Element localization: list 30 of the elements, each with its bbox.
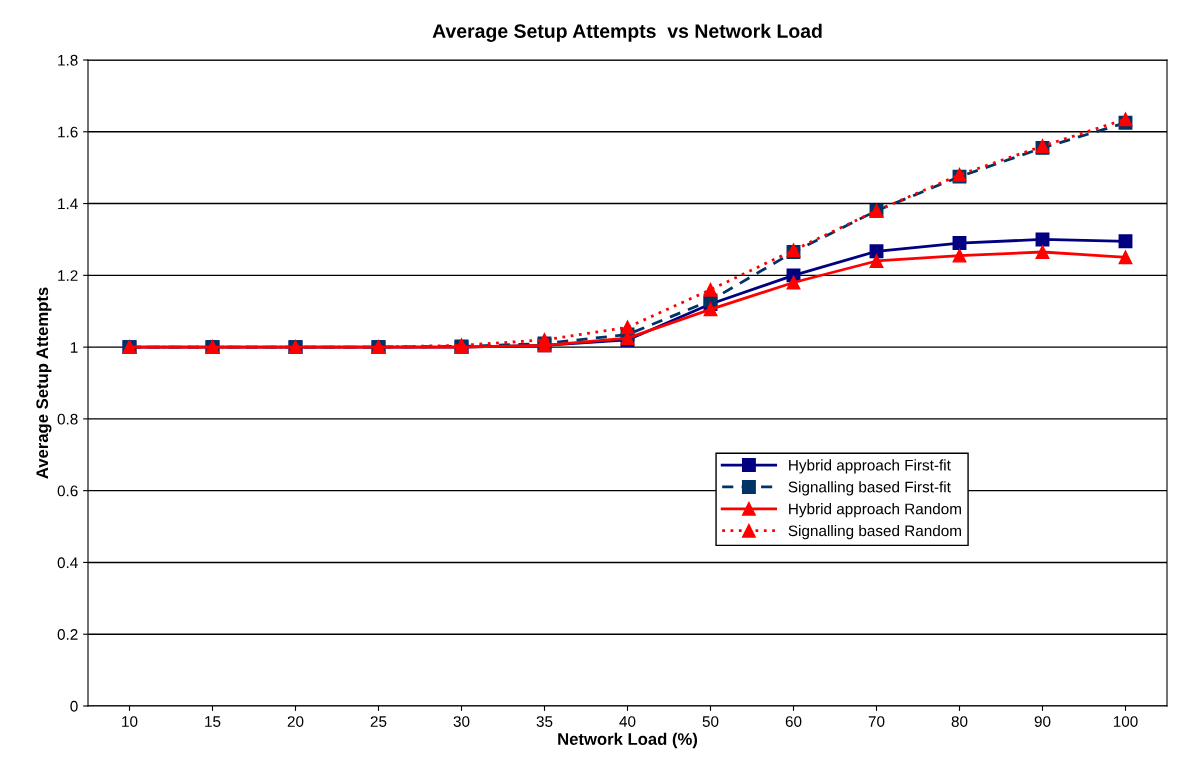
- x-tick-label: 30: [453, 716, 470, 727]
- y-tick-label: 1.6: [58, 126, 78, 138]
- chart-title: Average Setup Attempts vs Network Load: [432, 23, 822, 42]
- x-tick-label: 15: [205, 716, 221, 727]
- x-tick-label: 70: [868, 716, 885, 727]
- legend-label: Hybrid approach First-fit: [789, 459, 951, 474]
- x-axis-title: Network Load (%): [558, 732, 698, 749]
- y-tick-label: 0.4: [57, 557, 78, 569]
- y-axis-title: Average Setup Attempts: [36, 287, 52, 479]
- x-tick-label: 35: [536, 716, 553, 727]
- x-tick-label: 100: [1113, 716, 1138, 727]
- y-tick-label: 1.8: [58, 54, 78, 66]
- x-tick-label: 60: [785, 716, 802, 727]
- x-tick-label: 10: [122, 716, 138, 727]
- x-tick-label: 40: [619, 716, 636, 727]
- legend-label: Hybrid approach Random: [789, 503, 961, 518]
- y-tick-label: 0.2: [57, 629, 78, 640]
- y-tick-label: 1.4: [58, 198, 78, 210]
- y-tick-label: 1: [70, 342, 78, 353]
- y-tick-label: 1.2: [58, 270, 78, 281]
- legend-label: Signalling based Random: [788, 524, 961, 540]
- x-tick-label: 20: [287, 716, 304, 727]
- x-tick-label: 25: [370, 716, 387, 727]
- x-tick-label: 50: [702, 716, 719, 727]
- x-tick-label: 90: [1034, 716, 1051, 727]
- x-tick-label: 80: [951, 716, 968, 727]
- legend-label: Signalling based First-fit: [788, 481, 951, 496]
- y-tick-label: 0.8: [57, 413, 78, 425]
- y-tick-label: 0: [70, 700, 78, 712]
- y-tick-label: 0.6: [57, 485, 78, 497]
